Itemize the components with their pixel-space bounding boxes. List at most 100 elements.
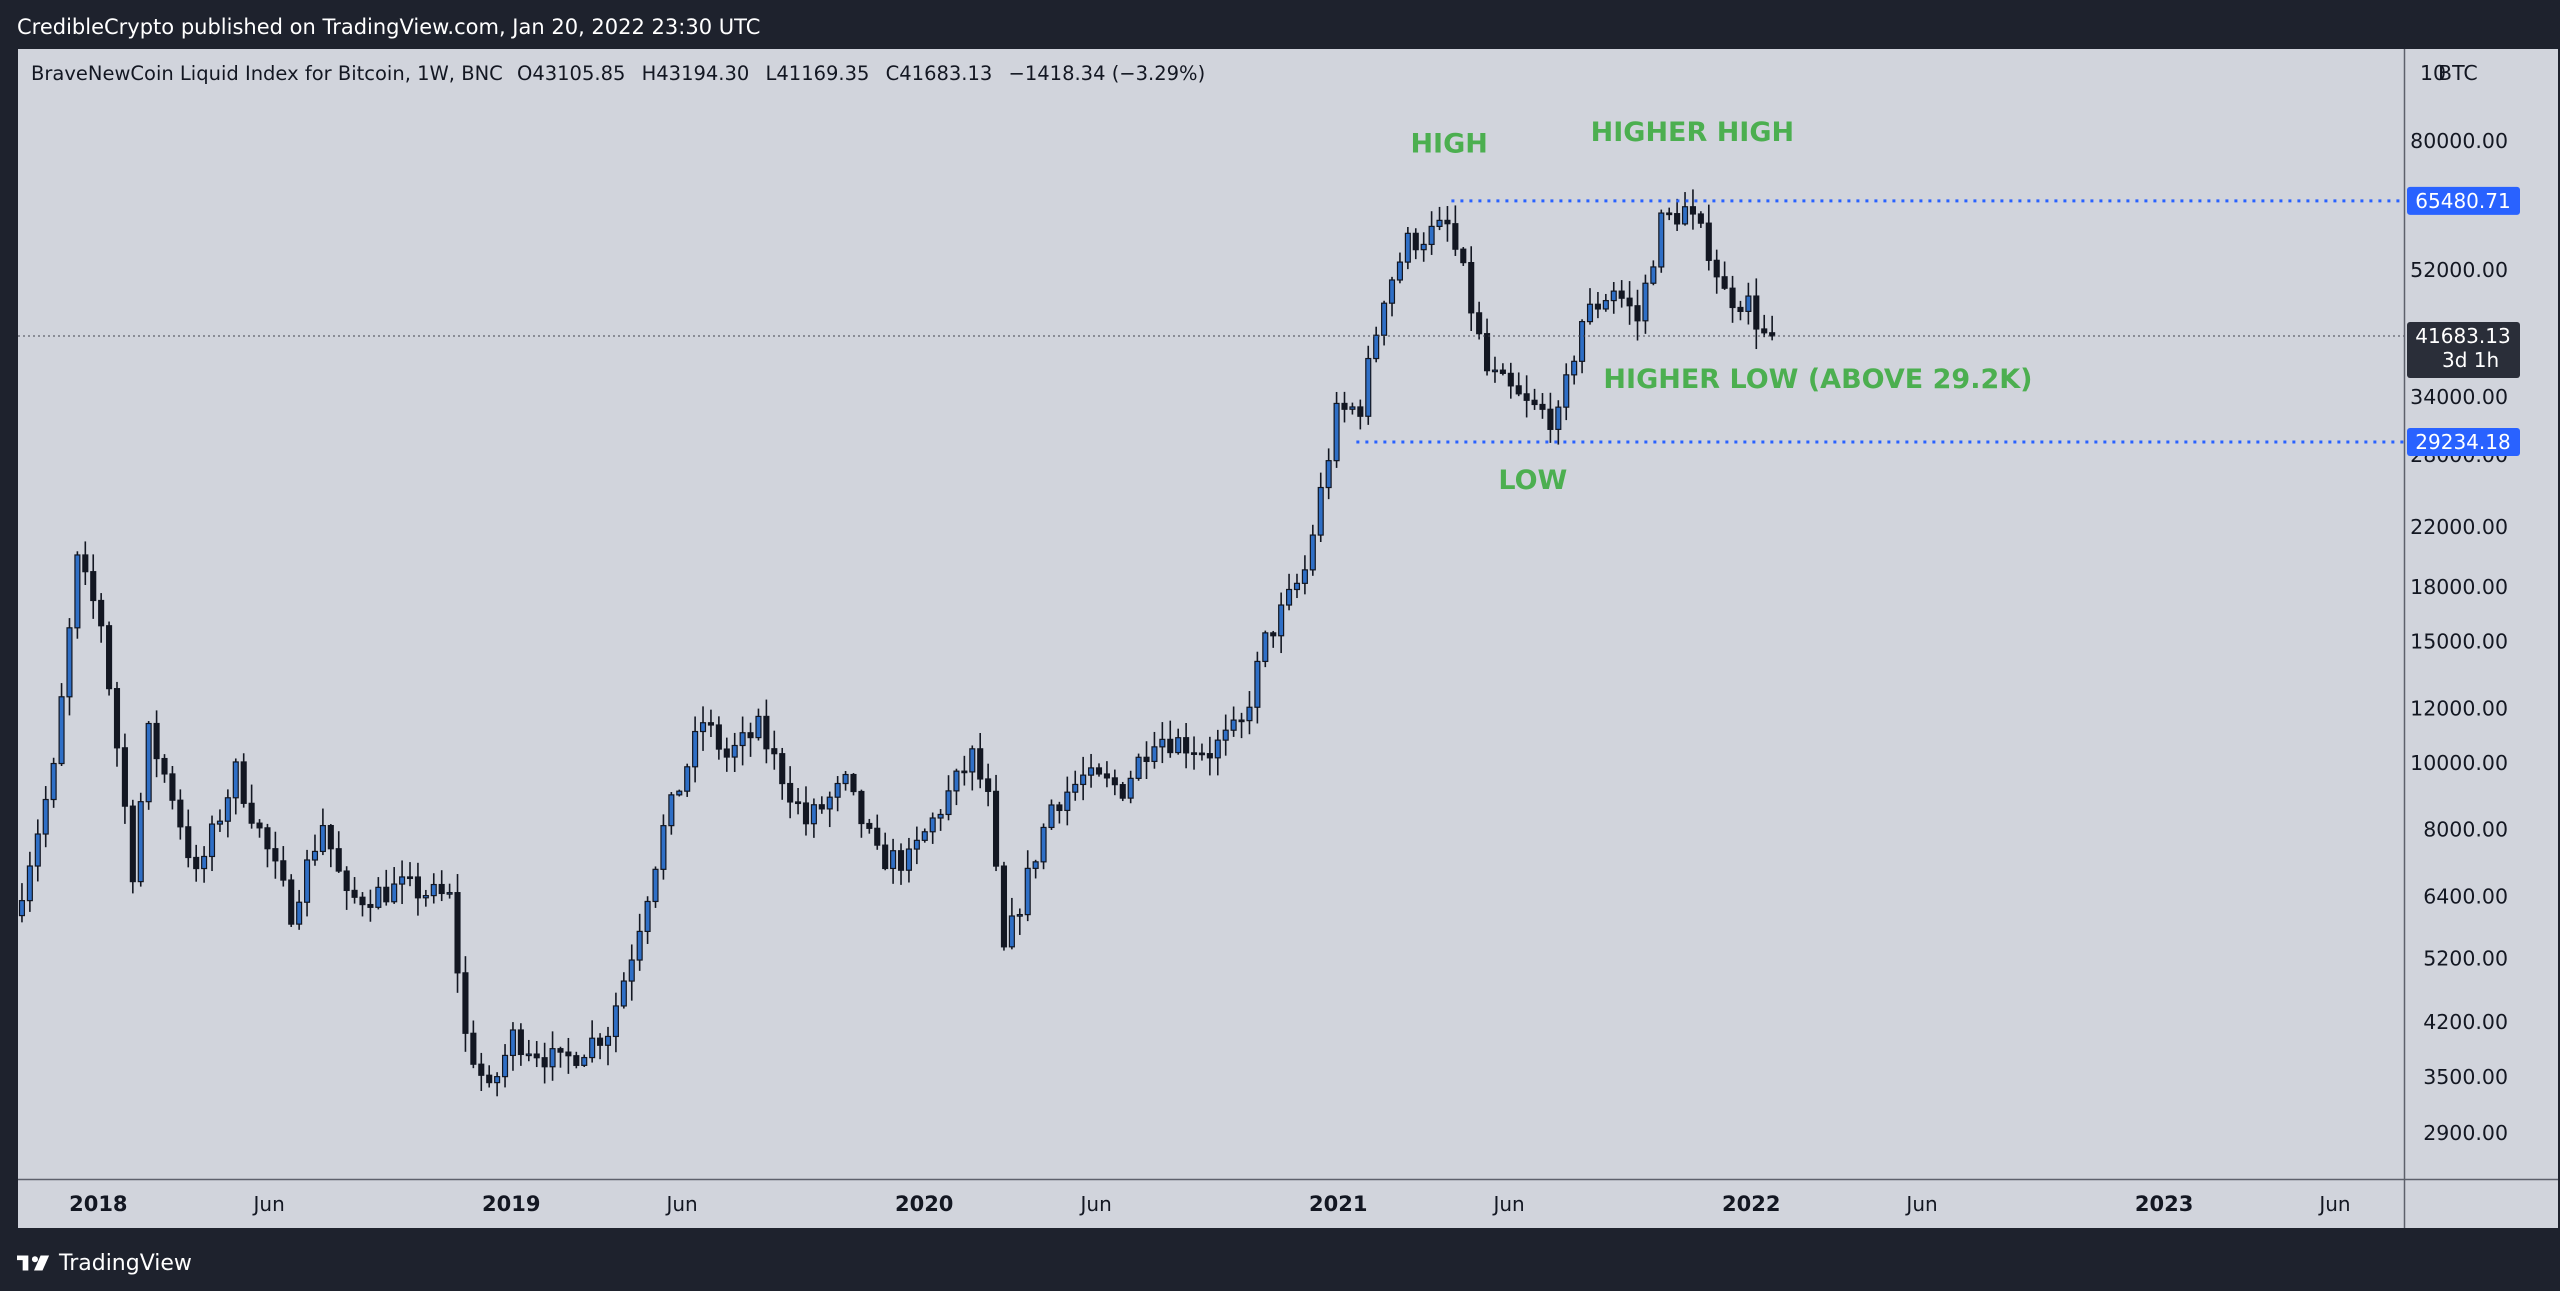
candle-body xyxy=(541,1057,548,1068)
candle-body xyxy=(74,554,81,629)
candle-body xyxy=(216,820,223,825)
candle-body xyxy=(224,797,231,822)
candle-body xyxy=(1111,777,1118,786)
y-tick-label: 6400.00 xyxy=(2423,884,2508,908)
time-axis[interactable]: 2018 Jun 2019 Jun 2020 Jun 2021 Jun 2022 Jun 2023 J… xyxy=(69,1192,2351,1216)
candle-body xyxy=(985,778,992,792)
price-chart[interactable]: 2900.00 3500.00 4200.00 5200.00 6400.00 8000.… xyxy=(18,49,2558,1228)
candle-body xyxy=(1547,408,1554,430)
candle-body xyxy=(874,827,881,846)
levels-layer[interactable] xyxy=(18,199,2404,444)
candle-body xyxy=(1246,706,1253,722)
candle-body xyxy=(327,824,334,850)
plot-background xyxy=(18,49,2404,1179)
candle-body xyxy=(1658,212,1665,268)
candle-body xyxy=(573,1055,580,1066)
candle-body xyxy=(1515,385,1522,395)
x-tick-label: 2021 xyxy=(1309,1192,1367,1216)
candle-body xyxy=(399,876,406,885)
candle-body xyxy=(668,794,675,827)
candle-body xyxy=(1705,222,1712,261)
candle-body xyxy=(1365,357,1372,417)
currency-label[interactable]: BTC xyxy=(2438,61,2478,85)
candle-body xyxy=(1008,915,1015,948)
candle-body xyxy=(422,895,429,899)
candle-body xyxy=(486,1074,493,1084)
chart-annotation: HIGHER LOW (ABOVE 29.2K) xyxy=(1603,364,2032,395)
candle-body xyxy=(913,839,920,850)
candle-body xyxy=(882,844,889,870)
candle-body xyxy=(644,900,651,933)
candle-body xyxy=(98,599,105,627)
candle-body xyxy=(589,1037,596,1059)
candle-body xyxy=(660,825,667,870)
x-tick-label: 2019 xyxy=(482,1192,540,1216)
candle-body xyxy=(1032,861,1039,869)
candle-body xyxy=(1563,374,1570,408)
candle-body xyxy=(1491,369,1499,373)
candle-body xyxy=(1753,295,1760,330)
candle-body xyxy=(1579,320,1586,362)
candle-body xyxy=(897,850,905,871)
candle-body xyxy=(890,850,897,870)
candle-body xyxy=(977,748,984,780)
candle-body xyxy=(1420,243,1427,251)
time-axis-background xyxy=(18,1180,2558,1228)
y-tick-label: 10000.00 xyxy=(2410,751,2508,775)
candle-body xyxy=(1325,460,1332,489)
tradingview-logo[interactable]: TradingView xyxy=(17,1251,192,1276)
candle-body xyxy=(1270,632,1277,637)
change-value: −1418.34 (−3.29%) xyxy=(1008,62,1206,85)
candle-body xyxy=(177,799,184,828)
candle-body xyxy=(1468,261,1475,314)
chart-frame[interactable]: 2900.00 3500.00 4200.00 5200.00 6400.00 8000.… xyxy=(18,49,2558,1228)
candle-body xyxy=(1594,303,1601,310)
symbol-legend[interactable]: BraveNewCoin Liquid Index for Bitcoin, 1… xyxy=(31,62,1215,85)
candle-body xyxy=(153,722,160,760)
candle-body xyxy=(1745,295,1752,312)
candle-body xyxy=(1024,867,1031,916)
candle-body xyxy=(1539,403,1546,410)
y-tick-label: 52000.00 xyxy=(2410,258,2508,282)
candle-body xyxy=(992,790,1000,867)
candle-body xyxy=(1381,302,1388,336)
candle-body xyxy=(1238,719,1245,723)
candle-body xyxy=(264,827,271,850)
candle-body xyxy=(296,901,303,925)
price-axis-background xyxy=(2405,49,2558,1179)
candle-body xyxy=(707,722,715,726)
open-value: O43105.85 xyxy=(516,62,626,85)
publisher-header: CredibleCrypto published on TradingView.… xyxy=(17,15,761,39)
candle-body xyxy=(304,859,311,903)
y-tick-label: 4200.00 xyxy=(2423,1010,2508,1034)
candle-body xyxy=(810,804,817,825)
candle-body xyxy=(1721,276,1728,289)
candle-body xyxy=(1341,402,1348,410)
candle-body xyxy=(1127,777,1134,799)
y-tick-label: 8000.00 xyxy=(2423,818,2508,842)
candle-body xyxy=(937,813,944,819)
candle-body xyxy=(319,824,326,853)
candle-body xyxy=(280,860,287,881)
candle-body xyxy=(201,855,208,870)
candle-body xyxy=(446,892,453,895)
level-price-label: 65480.71 xyxy=(2415,189,2510,213)
candle-body xyxy=(1507,372,1514,387)
candle-body xyxy=(747,732,754,739)
axis-top-partial-label: 10 xyxy=(2420,61,2446,85)
candle-body xyxy=(684,766,691,792)
candle-body xyxy=(1317,486,1324,536)
candle-body xyxy=(1143,756,1150,763)
candle-body xyxy=(1254,660,1261,708)
candle-body xyxy=(367,903,374,908)
symbol-title[interactable]: BraveNewCoin Liquid Index for Bitcoin, 1… xyxy=(31,62,503,85)
candle-body xyxy=(351,889,358,898)
candle-body xyxy=(343,870,350,892)
candle-body xyxy=(1286,588,1293,606)
y-tick-label: 15000.00 xyxy=(2410,630,2508,654)
candle-body xyxy=(311,850,319,861)
candle-body xyxy=(763,715,770,750)
footer: TradingView xyxy=(0,1235,2560,1291)
candle-body xyxy=(1713,259,1720,278)
price-axis[interactable]: 2900.00 3500.00 4200.00 5200.00 6400.00 8000.… xyxy=(2410,61,2508,1145)
